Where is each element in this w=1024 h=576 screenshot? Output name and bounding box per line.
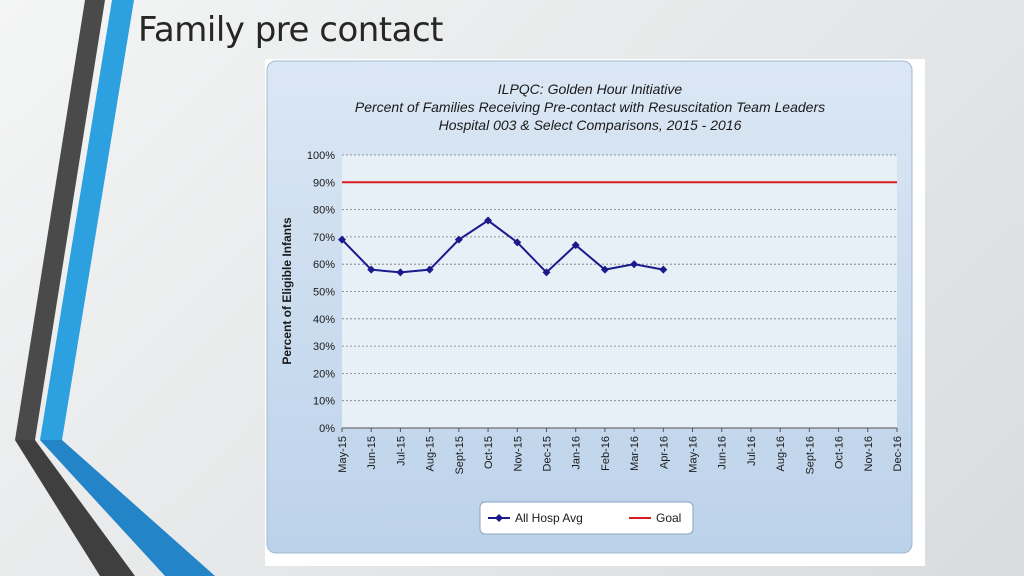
avg-data-point	[454, 235, 463, 244]
x-tick-label: Nov-16	[863, 436, 875, 471]
chart-panel: ILPQC: Golden Hour Initiative Percent of…	[265, 59, 925, 566]
x-tick-label: Nov-15	[512, 436, 524, 471]
legend-box	[479, 501, 694, 535]
dark-stripe	[15, 0, 105, 440]
avg-series-line	[341, 219, 664, 274]
avg-data-point	[425, 265, 434, 274]
x-tick-label: Oct-16	[834, 436, 846, 469]
x-tick-label: Jul-16	[746, 436, 758, 466]
chart-title-line-1: ILPQC: Golden Hour Initiative	[498, 81, 683, 97]
blue-stripe-lower	[40, 440, 215, 576]
chart-title-line-2: Percent of Families Receiving Pre-contac…	[355, 99, 825, 115]
x-tick-labels: May-15 Jun-15 Jul-15 Aug-15 Sept-15 Oct-15 Nov…	[337, 428, 904, 475]
blue-stripe	[40, 0, 134, 440]
y-axis-label: Percent of Eligible Infants	[280, 217, 294, 365]
x-tick-label: Aug-15	[425, 436, 437, 471]
slide-title: Family pre contact	[138, 10, 444, 50]
x-tick-label: Feb-16	[600, 436, 612, 471]
avg-data-point	[484, 216, 493, 225]
x-tick-label: Mar-16	[629, 436, 641, 471]
y-tick-label: 90%	[313, 177, 335, 189]
y-tick-label: 50%	[313, 287, 335, 299]
dark-stripe-lower	[15, 440, 135, 576]
avg-data-point	[513, 238, 522, 247]
x-tick-label: Aug-16	[775, 436, 787, 471]
legend-avg-label: All Hosp Avg	[515, 511, 583, 525]
y-tick-label: 20%	[313, 368, 335, 380]
y-tick-label: 30%	[313, 341, 335, 353]
x-tick-label: Jul-15	[395, 436, 407, 466]
avg-data-point	[542, 268, 551, 277]
y-tick-label: 80%	[313, 205, 335, 217]
y-tick-label: 100%	[307, 150, 335, 162]
y-tick-label: 60%	[313, 259, 335, 271]
avg-series	[338, 216, 668, 277]
y-tick-label: 10%	[313, 396, 335, 408]
x-tick-label: Jun-16	[717, 436, 729, 470]
x-tick-label: Jun-15	[366, 436, 378, 470]
y-tick-labels: 0% 10% 20% 30% 40% 50% 60% 70% 80% 90% 100%	[307, 150, 335, 435]
legend-goal-label: Goal	[656, 511, 681, 525]
x-tick-label: Jan-16	[571, 436, 583, 470]
chart-title-line-3: Hospital 003 & Select Comparisons, 2015 …	[439, 117, 742, 133]
line-chart: ILPQC: Golden Hour Initiative Percent of…	[266, 60, 913, 554]
legend-avg-marker	[495, 514, 503, 522]
x-tick-label: May-16	[688, 436, 700, 473]
avg-data-point	[659, 265, 668, 274]
avg-data-point	[571, 241, 580, 250]
y-tick-label: 70%	[313, 232, 335, 244]
x-tick-label: Dec-16	[892, 436, 904, 471]
y-tick-label: 40%	[313, 314, 335, 326]
gridlines	[342, 154, 897, 429]
y-tick-label: 0%	[319, 423, 335, 435]
avg-data-point	[338, 235, 346, 244]
x-tick-label: Sept-16	[804, 436, 816, 475]
decorative-stripes	[15, 0, 215, 576]
avg-data-point	[367, 265, 376, 274]
x-tick-label: Dec-15	[541, 436, 553, 471]
legend: All Hosp Avg Goal	[479, 501, 694, 535]
x-tick-label: May-15	[337, 436, 349, 473]
avg-data-point	[396, 268, 405, 277]
avg-data-point	[600, 265, 609, 274]
x-tick-label: Apr-16	[658, 436, 670, 469]
x-tick-label: Oct-15	[483, 436, 495, 469]
x-tick-label: Sept-15	[454, 436, 466, 475]
avg-data-point	[630, 260, 639, 269]
